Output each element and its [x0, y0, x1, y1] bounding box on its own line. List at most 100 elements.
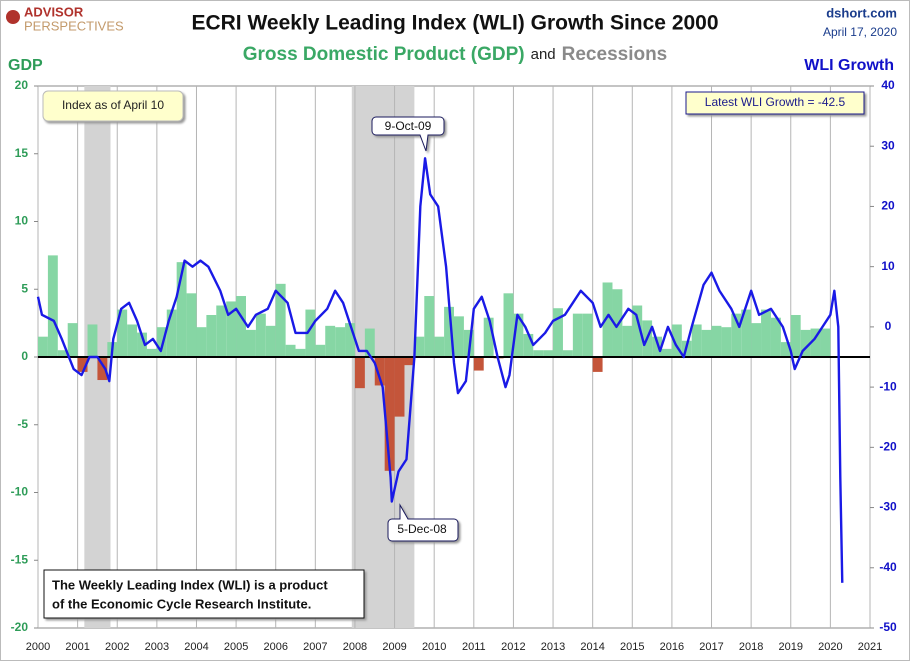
gdp-bar	[335, 327, 346, 357]
line-layer	[36, 157, 844, 583]
y-tick-label: 20	[15, 78, 29, 92]
x-tick-label: 2005	[224, 641, 248, 653]
subtitle-gdp: Gross Domestic Product (GDP)	[243, 44, 525, 65]
gdp-bar	[513, 313, 524, 357]
gdp-bar	[473, 357, 484, 371]
x-tick-label: 2004	[184, 641, 208, 653]
x-tick-label: 2008	[343, 641, 367, 653]
gdp-bar	[265, 325, 276, 357]
gdp-bar	[97, 357, 108, 381]
y2-axis-label: WLI Growth	[804, 57, 894, 74]
gdp-bar	[612, 289, 623, 357]
gdp-bar	[691, 324, 702, 357]
gdp-bar	[662, 348, 672, 357]
gdp-bar	[592, 357, 603, 372]
gdp-bar	[216, 305, 227, 357]
x-tick-label: 2010	[422, 641, 446, 653]
gdp-bar	[127, 324, 138, 357]
y2-tick-label: 40	[881, 78, 895, 92]
gdp-bar	[444, 306, 454, 357]
gdp-bar	[67, 323, 78, 357]
x-tick-label: 2003	[145, 641, 169, 653]
gdp-bar	[57, 350, 68, 357]
gdp-bar	[810, 328, 821, 357]
x-tick-label: 2007	[303, 641, 327, 653]
x-tick-label: 2017	[699, 641, 723, 653]
x-tick-label: 2015	[620, 641, 644, 653]
gdp-bar	[761, 309, 771, 357]
y-tick-label: -20	[11, 620, 29, 634]
y-tick-label: 0	[21, 349, 28, 363]
note: Latest WLI Growth = -42.5	[705, 95, 846, 109]
gdp-bar	[533, 350, 544, 357]
chart-subtitle: Gross Domestic Product (GDP) and Recession…	[243, 44, 668, 65]
gdp-bar	[325, 325, 336, 357]
gdp-bar	[186, 293, 197, 357]
gdp-bar	[820, 328, 831, 357]
gdp-bar	[384, 357, 395, 471]
gdp-bar	[236, 296, 246, 357]
gdp-bar	[354, 357, 365, 389]
x-tick-label: 2002	[105, 641, 129, 653]
subtitle-and: and	[531, 46, 556, 63]
gdp-bar	[414, 336, 425, 357]
gdp-bar	[364, 328, 375, 357]
gdp-bar	[166, 309, 177, 357]
gdp-bar	[741, 309, 752, 357]
gdp-bar	[295, 348, 306, 357]
gdp-bar	[146, 348, 157, 357]
gdp-bar	[454, 316, 464, 357]
gdp-bar	[374, 357, 385, 386]
note: Index as of April 10	[62, 98, 164, 112]
gdp-bar	[543, 350, 554, 357]
footnote: of the Economic Cycle Research Institute…	[52, 596, 311, 611]
gdp-bar	[196, 327, 207, 357]
gdp-bar	[156, 327, 167, 357]
y2-tick-label: 20	[881, 199, 895, 213]
gdp-bar	[602, 282, 613, 357]
gdp-bar	[394, 357, 405, 417]
source: dshort.com	[826, 5, 897, 20]
date: April 17, 2020	[823, 25, 897, 39]
y-tick-label: -5	[17, 417, 28, 431]
x-tick-label: 2016	[660, 641, 684, 653]
x-tick-label: 2013	[541, 641, 565, 653]
x-tick-label: 2021	[858, 641, 882, 653]
x-tick-label: 2001	[65, 641, 89, 653]
x-tick-label: 2019	[779, 641, 803, 653]
gdp-bar	[503, 293, 514, 357]
gdp-bar	[305, 309, 316, 357]
gdp-bar	[800, 329, 811, 357]
chart-title: ECRI Weekly Leading Index (WLI) Growth S…	[191, 12, 718, 35]
x-tick-label: 2018	[739, 641, 763, 653]
y2-tick-label: -20	[879, 440, 897, 454]
wli-line	[36, 157, 844, 583]
note-box	[685, 91, 865, 115]
y-tick-label: 10	[15, 214, 29, 228]
y-tick-label: -10	[11, 485, 29, 499]
gdp-bar	[523, 333, 534, 357]
gdp-bar	[345, 323, 355, 357]
y2-tick-label: -10	[879, 379, 897, 393]
x-tick-label: 2000	[26, 641, 50, 653]
logo-mark	[6, 10, 20, 24]
gdp-bar	[38, 336, 48, 357]
logo-text: ADVISOR	[24, 4, 84, 19]
x-tick-label: 2014	[580, 641, 604, 653]
gdp-bar	[632, 305, 643, 357]
gdp-bar	[770, 317, 781, 357]
gdp-bar	[622, 325, 633, 357]
gdp-bar	[226, 301, 237, 357]
callout	[371, 116, 445, 152]
gdp-bar	[275, 283, 286, 357]
gdp-bar	[176, 262, 187, 357]
gdp-bar	[780, 342, 791, 357]
y2-tick-label: 0	[885, 319, 892, 333]
gdp-bar	[246, 329, 256, 357]
gdp-bar	[404, 357, 415, 366]
label-layer: 2000 2001 2002 2003 2004 2005 2006 2007 2008 2009…	[11, 78, 897, 653]
gdp-bar	[77, 357, 88, 372]
callout	[387, 503, 459, 542]
y2-tick-label: -30	[879, 500, 897, 514]
